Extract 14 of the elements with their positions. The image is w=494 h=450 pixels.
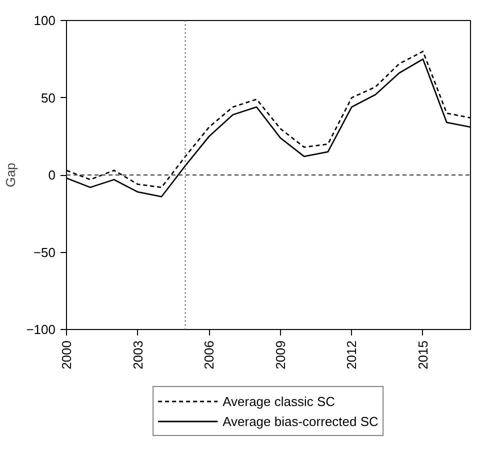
legend-label: Average bias-corrected SC [222,414,378,428]
legend-label: Average classic SC [222,394,336,408]
x-tick-label: 2003 [130,340,146,370]
x-tick-label: 2006 [202,340,217,370]
y-tick-label: 100 [34,13,56,28]
y-tick-label: −50 [33,244,56,260]
y-axis-title: Gap [3,162,18,188]
x-tick-label: 2015 [415,340,430,370]
y-tick-label: 0 [48,168,56,182]
x-tick-label: 2009 [272,340,288,370]
y-tick-label: 50 [41,90,56,106]
y-tick-label: −100 [26,322,56,337]
x-tick-label: 2012 [344,340,360,370]
x-tick-label: 2000 [59,340,74,370]
